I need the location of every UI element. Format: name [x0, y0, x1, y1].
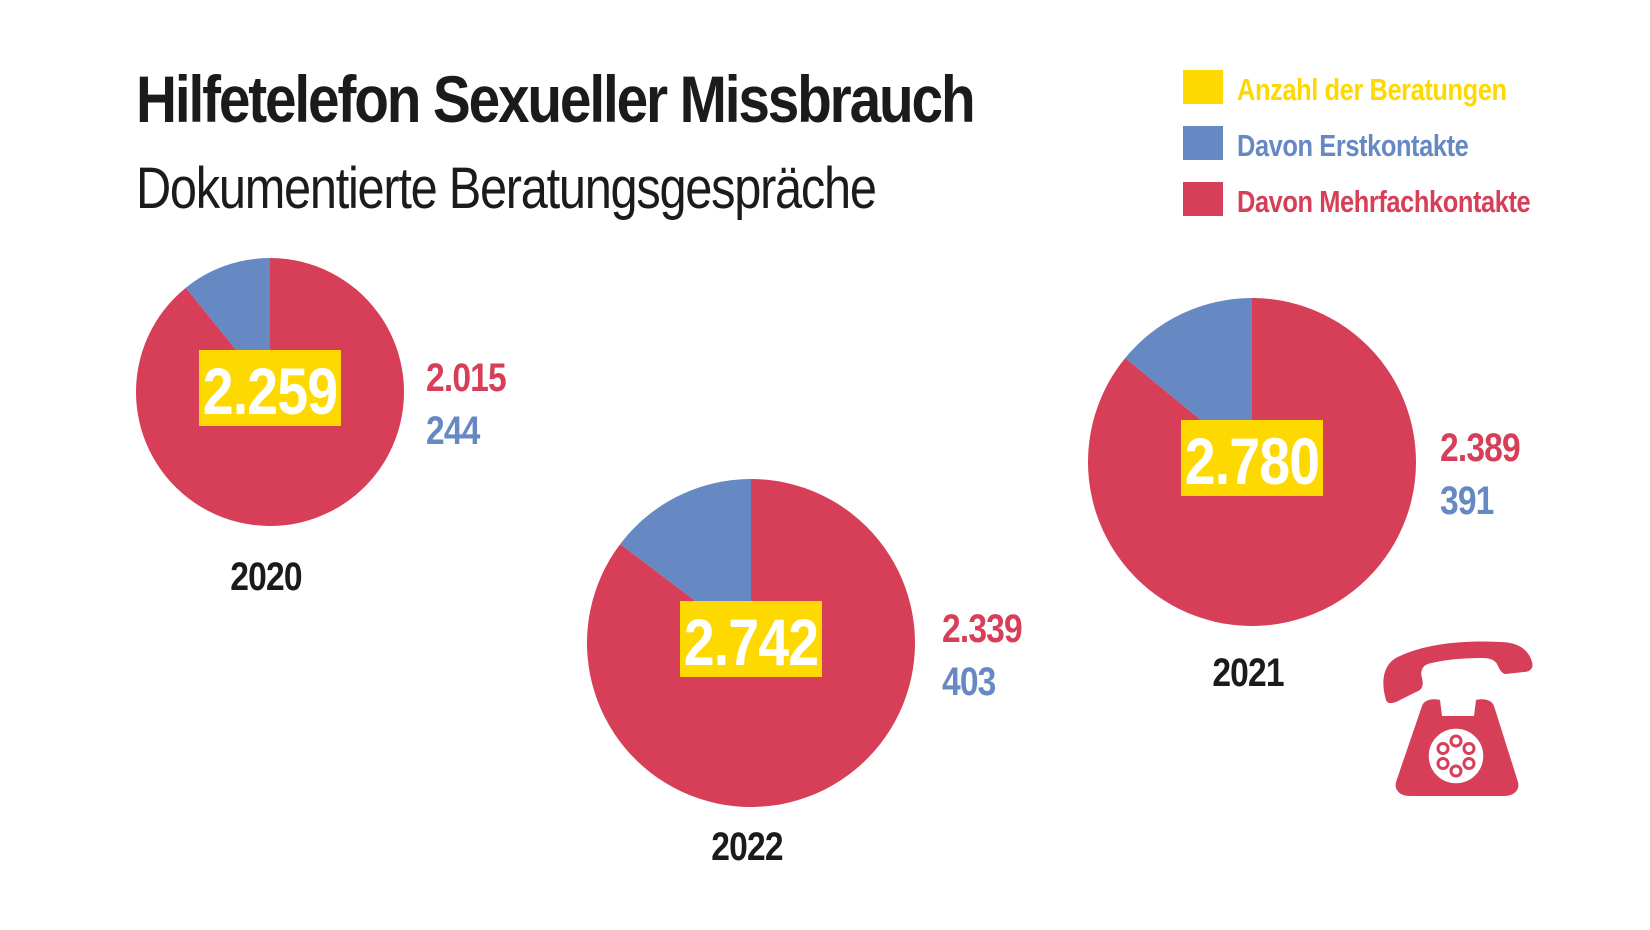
legend-swatch-first	[1183, 126, 1223, 160]
rotary-phone-icon	[1383, 641, 1533, 796]
first-label-2020: 244	[426, 408, 481, 452]
legend-label-first: Davon Erstkontakte	[1237, 128, 1469, 163]
first-label-2021: 391	[1440, 478, 1494, 522]
dial-hole	[1449, 764, 1463, 778]
pie-2021: 2.780 2.389 391 2021	[1087, 298, 1521, 695]
dial-hole	[1449, 734, 1463, 748]
total-label-2020: 2.259	[203, 354, 338, 428]
legend-swatch-multiple	[1183, 182, 1223, 216]
multiple-label-2022: 2.339	[942, 606, 1022, 650]
dial-hole	[1462, 742, 1476, 755]
first-label-2022: 403	[942, 659, 996, 703]
year-label-2020: 2020	[230, 554, 302, 598]
legend-swatch-total	[1183, 70, 1223, 104]
year-label-2022: 2022	[711, 824, 783, 868]
pie-2020: 2.259 2.015 244 2020	[135, 258, 507, 599]
multiple-label-2021: 2.389	[1440, 425, 1520, 469]
dial-hole	[1436, 742, 1450, 755]
chart-subtitle: Dokumentierte Beratungsgespräche	[136, 156, 877, 221]
legend-label-multiple: Davon Mehrfachkontakte	[1237, 184, 1531, 219]
multiple-label-2020: 2.015	[426, 355, 506, 399]
dial-hole	[1462, 757, 1476, 770]
total-label-2022: 2.742	[684, 605, 819, 679]
total-box-2022	[680, 601, 822, 677]
total-label-2021: 2.780	[1185, 424, 1320, 498]
legend-label-total: Anzahl der Beratungen	[1237, 72, 1507, 107]
chart-title: Hilfetelefon Sexueller Missbrauch	[136, 62, 976, 136]
total-box-2021	[1181, 420, 1323, 496]
dial-hole	[1436, 757, 1450, 770]
pie-2022: 2.742 2.339 403 2022	[586, 478, 1023, 869]
total-box-2020	[199, 350, 341, 426]
year-label-2021: 2021	[1212, 650, 1284, 694]
